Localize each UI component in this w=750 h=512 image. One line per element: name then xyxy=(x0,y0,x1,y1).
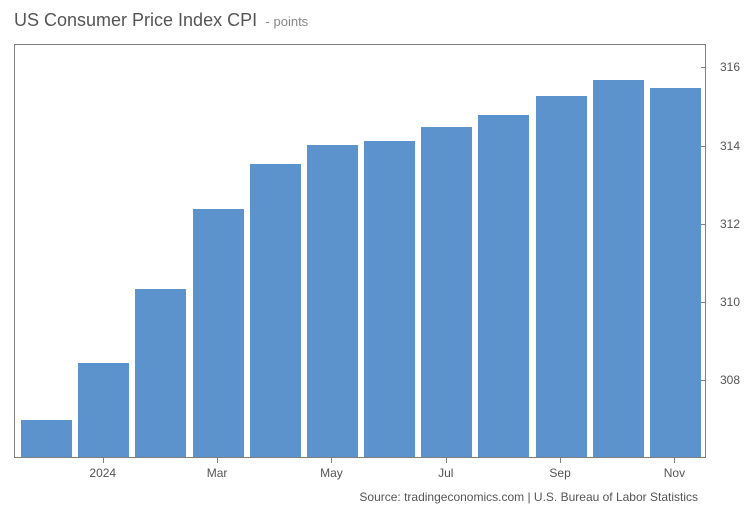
x-tick-label: 2024 xyxy=(89,466,116,480)
y-tick-mark xyxy=(701,67,706,68)
bar xyxy=(135,289,186,457)
x-tick-label: Sep xyxy=(549,466,570,480)
x-tick-mark xyxy=(446,458,447,463)
chart-subtitle: - points xyxy=(266,14,309,29)
x-tick-mark xyxy=(103,458,104,463)
x-tick-mark xyxy=(331,458,332,463)
chart-title: US Consumer Price Index CPI xyxy=(14,10,257,30)
x-tick-label: May xyxy=(320,466,343,480)
x-tick-mark xyxy=(560,458,561,463)
y-tick-label: 310 xyxy=(720,295,740,309)
bar xyxy=(421,127,472,457)
bar xyxy=(364,141,415,457)
y-tick-label: 314 xyxy=(720,139,740,153)
chart-title-block: US Consumer Price Index CPI - points xyxy=(14,10,308,31)
y-tick-mark xyxy=(701,302,706,303)
bar xyxy=(307,145,358,457)
bar xyxy=(193,209,244,457)
bar xyxy=(78,363,129,457)
plot-area xyxy=(14,44,706,458)
source-attribution: Source: tradingeconomics.com | U.S. Bure… xyxy=(359,490,698,504)
bar xyxy=(21,420,72,457)
bar xyxy=(593,80,644,457)
bar xyxy=(250,164,301,457)
bar xyxy=(536,96,587,457)
x-tick-mark xyxy=(674,458,675,463)
y-tick-mark xyxy=(701,146,706,147)
x-tick-label: Mar xyxy=(207,466,228,480)
y-tick-mark xyxy=(701,380,706,381)
x-tick-mark xyxy=(217,458,218,463)
y-tick-label: 316 xyxy=(720,60,740,74)
y-tick-label: 308 xyxy=(720,373,740,387)
x-tick-label: Nov xyxy=(664,466,685,480)
x-tick-label: Jul xyxy=(438,466,453,480)
bar xyxy=(478,115,529,457)
y-tick-label: 312 xyxy=(720,217,740,231)
chart-frame: US Consumer Price Index CPI - points 308… xyxy=(0,0,750,512)
y-tick-mark xyxy=(701,224,706,225)
bar xyxy=(650,88,701,457)
